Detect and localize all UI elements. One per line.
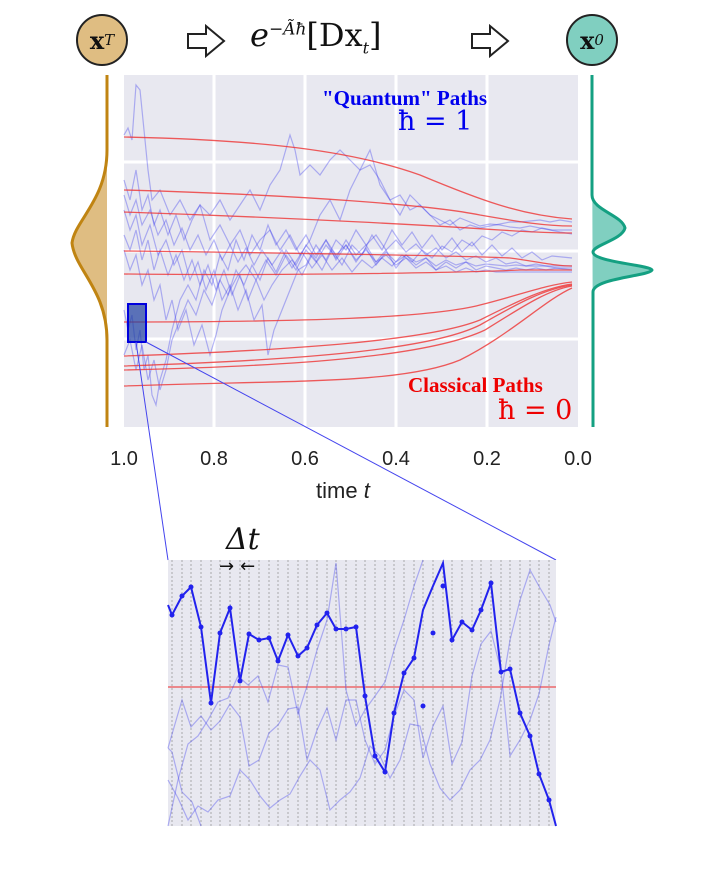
zoom-connector-left (135, 341, 169, 561)
x-tick-0.8: 0.8 (200, 448, 228, 470)
inset-highlight-path (167, 559, 557, 827)
delta-t-label: Δt (226, 522, 260, 557)
x-axis-label: time t (316, 478, 370, 503)
arrow-left-icon: ← (240, 556, 256, 577)
end-state-subscript: 0 (594, 31, 604, 49)
x-tick-1.0: 1.0 (110, 448, 138, 470)
inset-sample-points (169, 580, 552, 803)
classical-paths (123, 136, 573, 387)
quantum-legend-title: "Quantum" Paths (322, 86, 488, 110)
initial-density-curve (70, 75, 109, 427)
x-tick-0.2: 0.2 (473, 448, 501, 470)
inset-plot (167, 559, 557, 827)
x-tick-0.0: 0.0 (564, 448, 592, 470)
delta-t-arrows: → ← (219, 556, 255, 577)
grid-lines (124, 75, 578, 427)
start-state-symbol: x (89, 25, 105, 55)
x-tick-0.4: 0.4 (382, 448, 410, 470)
classical-legend-title: Classical Paths (408, 373, 543, 397)
zoom-region-box (127, 303, 147, 343)
zoom-connector-right (145, 341, 557, 561)
hollow-arrow-icon (187, 24, 226, 58)
final-density-curve (590, 75, 654, 427)
quantum-paths (123, 83, 573, 408)
end-state-symbol: x (580, 25, 595, 55)
classical-legend-subtitle: ħ = 0 (498, 395, 573, 426)
x-tick-0.6: 0.6 (291, 448, 319, 470)
hollow-arrow-icon (471, 24, 510, 58)
start-state-subscript: T (104, 31, 115, 49)
quantum-legend-subtitle: ħ = 1 (398, 106, 473, 137)
arrow-right-icon: → (219, 556, 235, 577)
path-integral-formula: e−Ãħ[Dxt] (250, 16, 382, 58)
